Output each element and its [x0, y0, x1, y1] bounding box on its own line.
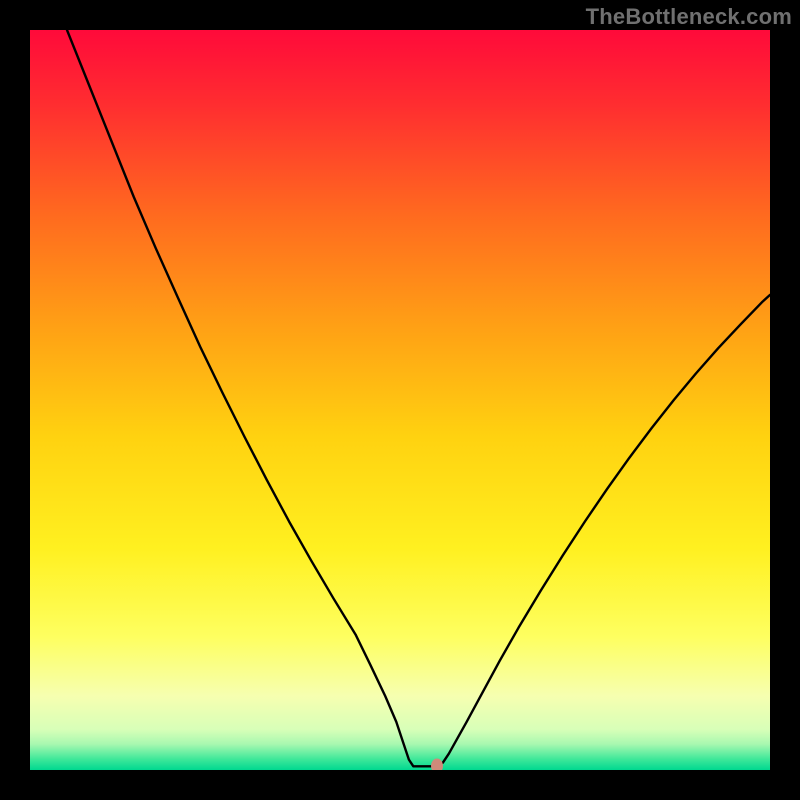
- optimum-marker: [431, 759, 443, 770]
- chart-container: TheBottleneck.com: [0, 0, 800, 800]
- bottleneck-curve: [30, 30, 770, 770]
- plot-area: [30, 30, 770, 770]
- watermark-text: TheBottleneck.com: [586, 4, 792, 30]
